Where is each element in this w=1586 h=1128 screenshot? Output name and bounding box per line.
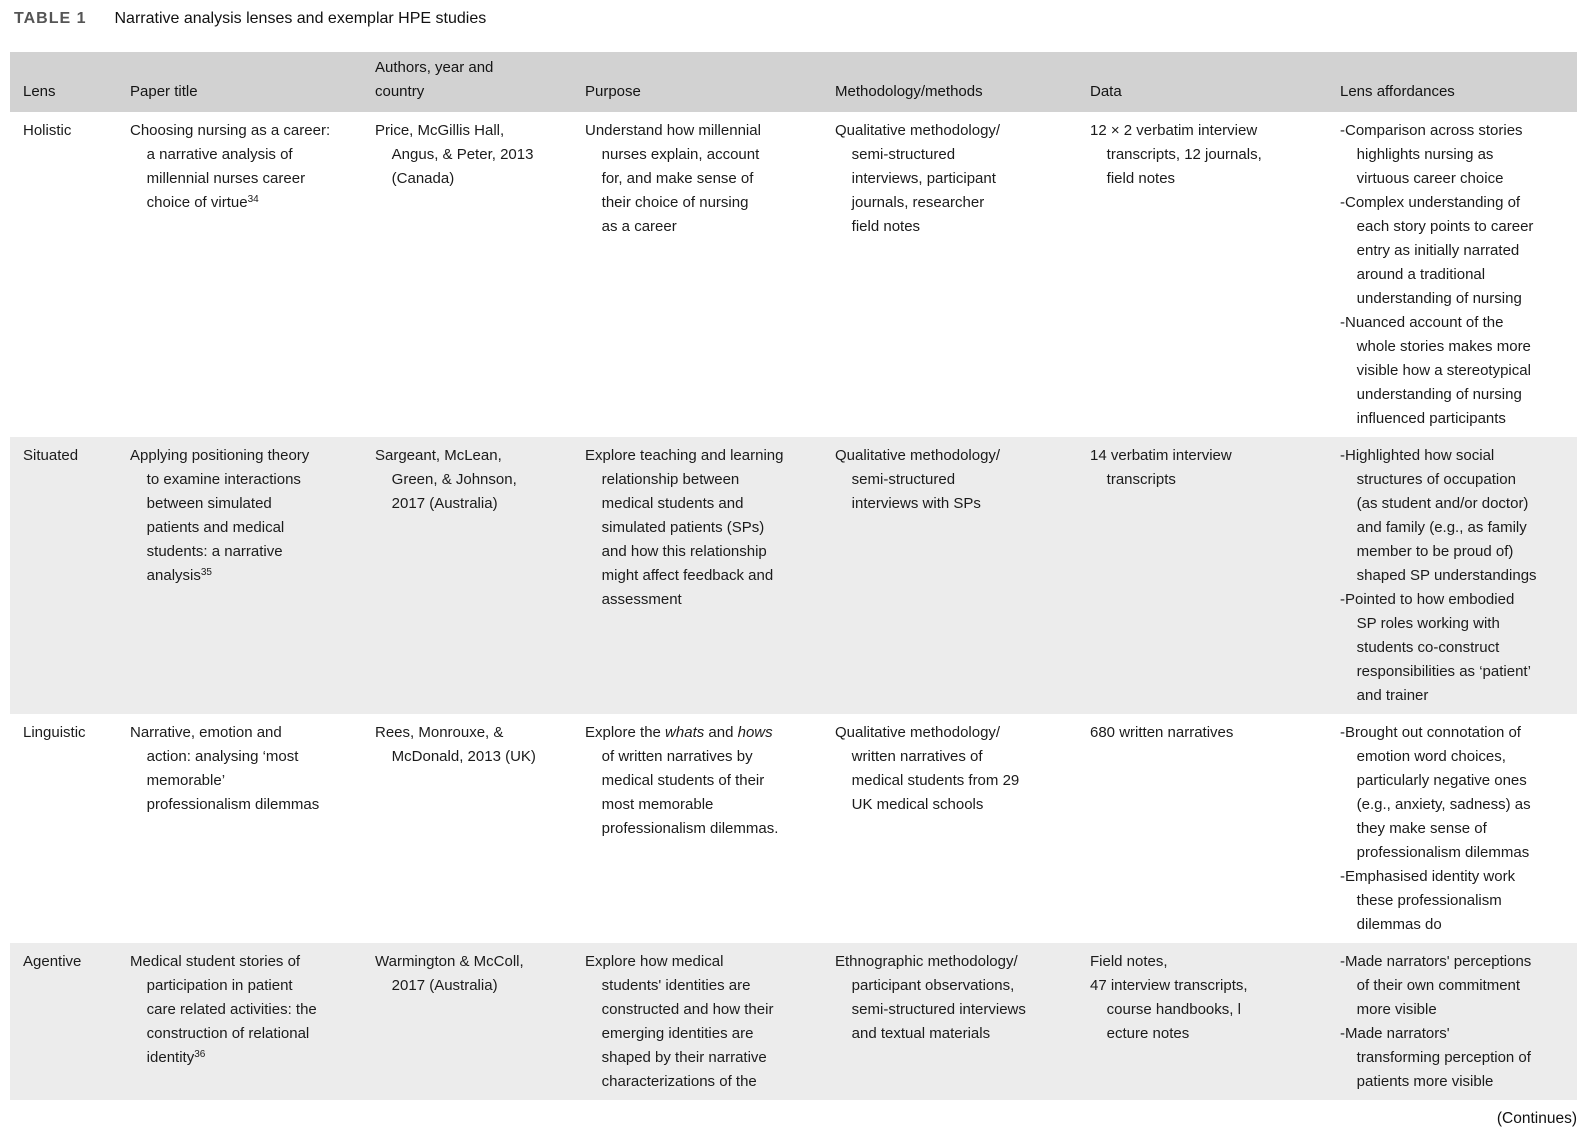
column-header-paper-title: Paper title [130, 83, 198, 100]
column-header-methodology: Methodology/methods [835, 83, 983, 100]
table-header-row: Lens Paper title Authors, year and count… [10, 52, 1577, 112]
cell-data: 14 verbatim interview transcripts [1090, 447, 1232, 488]
cell-methodology: Ethnographic methodology/ participant ob… [835, 953, 1026, 1042]
cell-data: 12 × 2 verbatim interview transcripts, 1… [1090, 122, 1262, 187]
cell-purpose: Understand how millennial nurses explain… [585, 122, 761, 235]
cell-lens: Holistic [23, 122, 72, 139]
cell-paper-title: Choosing nursing as a career: a narrativ… [130, 122, 331, 211]
table-title: Narrative analysis lenses and exemplar H… [114, 10, 487, 27]
table-row-situated: Situated Applying positioning theory to … [10, 437, 1577, 714]
table-row-holistic: Holistic Choosing nursing as a career: a… [10, 112, 1577, 437]
cell-paper-title: Narrative, emotion and action: analysing… [130, 724, 320, 813]
table-row-linguistic: Linguistic Narrative, emotion and action… [10, 714, 1577, 943]
cell-authors: Sargeant, McLean, Green, & Johnson, 2017… [375, 447, 517, 512]
cell-lens-affordances: -Brought out connotation of emotion word… [1340, 724, 1531, 933]
cell-data: 680 written narratives [1090, 724, 1234, 741]
cell-authors: Price, McGillis Hall, Angus, & Peter, 20… [375, 122, 534, 187]
table: Lens Paper title Authors, year and count… [10, 52, 1577, 1100]
cell-methodology: Qualitative methodology/ written narrati… [835, 724, 1020, 813]
cell-lens-affordances: -Comparison across stories highlights nu… [1340, 122, 1534, 427]
cell-authors: Warmington & McColl, 2017 (Australia) [375, 953, 524, 994]
cell-lens-affordances: -Made narrators' perceptions of their ow… [1340, 953, 1532, 1090]
cell-lens: Agentive [23, 953, 82, 970]
cell-paper-title: Applying positioning theory to examine i… [130, 447, 310, 584]
continues-note: (Continues) [1496, 1110, 1577, 1127]
cell-methodology: Qualitative methodology/ semi-structured… [835, 122, 1001, 235]
column-header-lens: Lens [23, 83, 56, 100]
table-row-agentive: Agentive Medical student stories of part… [10, 943, 1577, 1100]
cell-purpose: Explore how medical students' identities… [585, 953, 774, 1090]
cell-purpose: Explore teaching and learning relationsh… [585, 447, 784, 608]
table-number: TABLE 1 [14, 10, 87, 27]
column-header-purpose: Purpose [585, 83, 641, 100]
cell-purpose: Explore the whats and hows of written na… [585, 724, 779, 837]
column-header-lens-affordances: Lens affordances [1340, 83, 1455, 100]
cell-data: Field notes, 47 interview transcripts, c… [1090, 953, 1248, 1042]
cell-authors: Rees, Monrouxe, & McDonald, 2013 (UK) [375, 724, 536, 765]
cell-lens: Linguistic [23, 724, 86, 741]
cell-methodology: Qualitative methodology/ semi-structured… [835, 447, 1001, 512]
table-caption: TABLE 1 Narrative analysis lenses and ex… [0, 0, 1586, 42]
column-header-authors-year-country: Authors, year and country [375, 59, 494, 100]
cell-lens-affordances: -Highlighted how social structures of oc… [1340, 447, 1537, 704]
cell-lens: Situated [23, 447, 79, 464]
column-header-data: Data [1090, 83, 1122, 100]
cell-paper-title: Medical student stories of participation… [130, 953, 317, 1066]
